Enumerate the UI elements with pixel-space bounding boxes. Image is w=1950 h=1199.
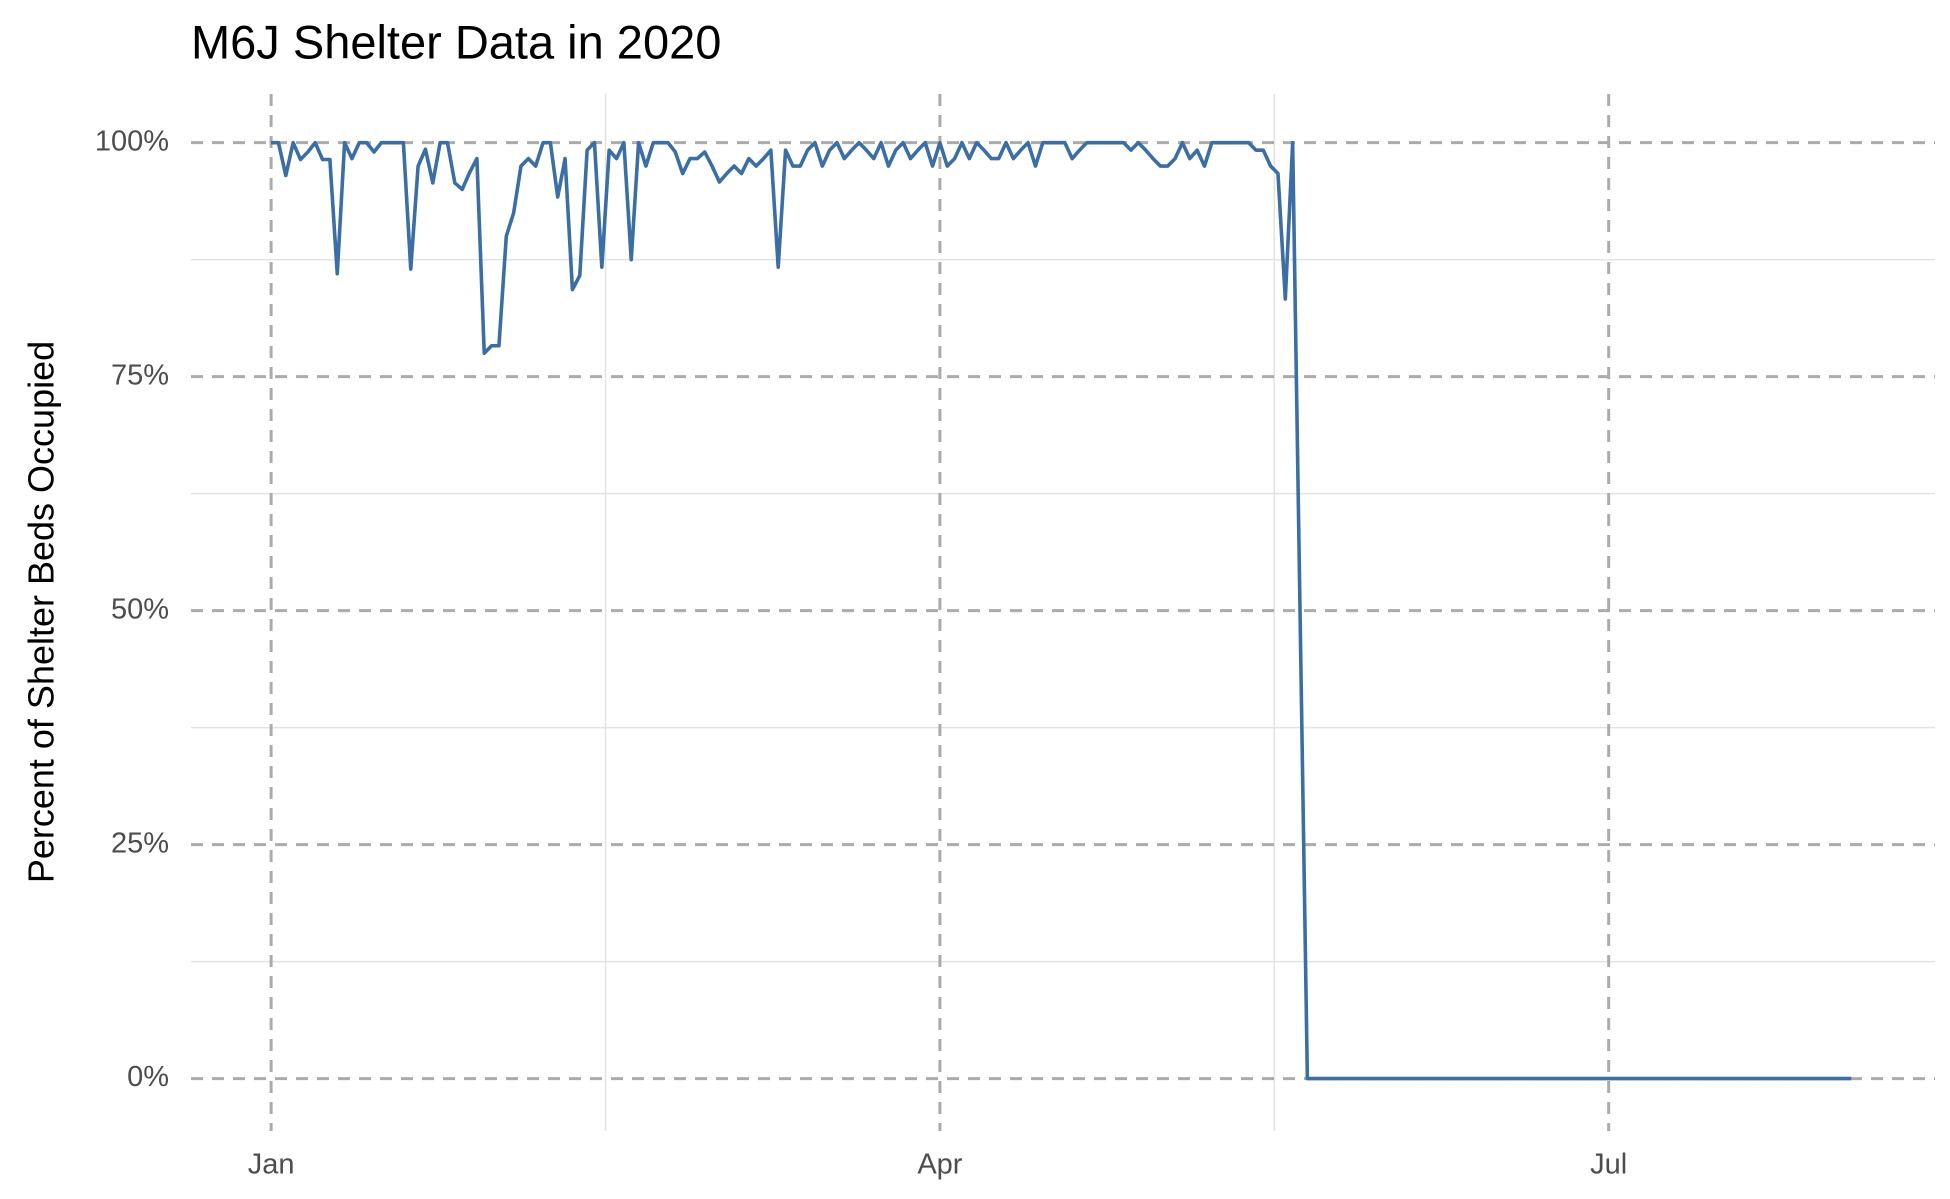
x-tick-label: Jul	[1590, 1149, 1627, 1181]
y-tick-label: 25%	[111, 827, 169, 859]
y-tick-label: 50%	[111, 593, 169, 625]
data-line	[271, 140, 1852, 1081]
x-tick-label: Apr	[917, 1149, 962, 1181]
x-tick-label: Jan	[248, 1149, 295, 1181]
y-tick-label: 100%	[95, 125, 169, 157]
y-tick-label: 0%	[127, 1061, 169, 1093]
y-axis-title: Percent of Shelter Beds Occupied	[21, 341, 62, 883]
y-tick-label: 75%	[111, 359, 169, 391]
chart-title: M6J Shelter Data in 2020	[191, 15, 721, 68]
